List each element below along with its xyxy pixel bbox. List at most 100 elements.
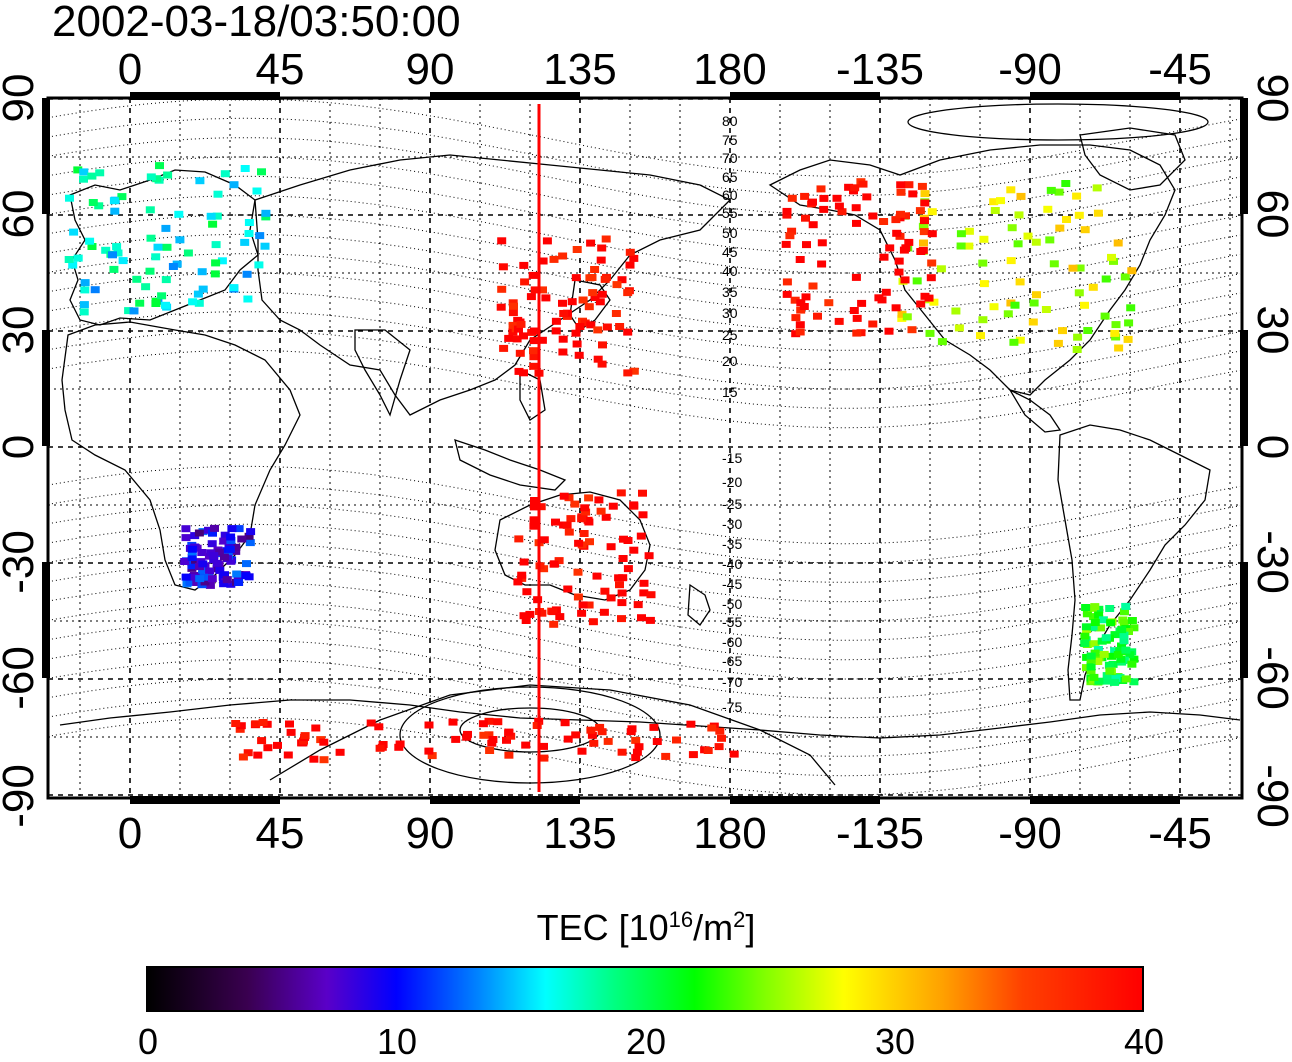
- tec-cell: [198, 560, 208, 568]
- mlat-label: -20: [722, 474, 742, 490]
- tec-cell: [979, 235, 989, 243]
- tec-cell: [1015, 278, 1025, 286]
- tec-cell: [1124, 628, 1133, 635]
- tec-cell: [181, 525, 191, 533]
- tec-cell: [549, 560, 559, 568]
- tec-cell: [311, 724, 321, 732]
- tec-cell: [631, 754, 641, 762]
- tec-cell: [612, 281, 622, 289]
- tec-cell: [868, 320, 878, 328]
- tec-cell: [217, 257, 227, 265]
- mlat-label: -25: [722, 496, 742, 512]
- tec-cell: [174, 210, 184, 218]
- tec-cell: [497, 237, 507, 245]
- tec-cell: [644, 552, 654, 560]
- tec-cell: [1111, 675, 1121, 683]
- tec-cell: [151, 300, 161, 307]
- tec-cell: [319, 738, 329, 746]
- mlat-label: -35: [722, 536, 742, 552]
- tec-cell: [529, 347, 538, 355]
- mlat-label: -55: [722, 614, 742, 630]
- tec-cell: [129, 307, 139, 315]
- tec-cell: [1086, 656, 1096, 664]
- tec-cell: [109, 265, 119, 273]
- tec-cell: [94, 202, 104, 210]
- tec-cell: [976, 332, 985, 340]
- tec-cell: [64, 256, 74, 263]
- tec-cell: [904, 238, 914, 246]
- tec-cell: [782, 207, 792, 215]
- tec-cell: [1046, 186, 1056, 194]
- axis-tick-labels: 0 45 90 135 180 -135 -90 -450 45 90 135 180 -135 -90-…: [0, 45, 1292, 858]
- tec-cell: [231, 543, 241, 551]
- tec-cell: [69, 228, 79, 236]
- tec-cell: [112, 243, 122, 251]
- tec-cell: [892, 229, 902, 237]
- lat-label-right: -30: [1248, 530, 1292, 594]
- mlat-label: -30: [722, 516, 742, 532]
- tec-cell: [549, 255, 559, 263]
- tec-cell: [108, 251, 117, 259]
- tec-cell: [611, 310, 621, 317]
- tec-cell: [920, 190, 930, 198]
- tec-cell: [530, 286, 540, 294]
- tec-cell: [558, 335, 568, 343]
- lat-label-right: 30: [1248, 306, 1292, 355]
- tec-cell: [485, 747, 495, 754]
- tec-cell: [996, 197, 1005, 205]
- tec-cell: [808, 282, 818, 290]
- tec-cell: [964, 242, 974, 250]
- tec-cell: [596, 507, 606, 515]
- lon-label-bottom: -135: [836, 809, 924, 858]
- tec-cell: [194, 529, 204, 537]
- tec-cell: [183, 249, 193, 257]
- colorbar-tick-label: 30: [874, 1021, 916, 1062]
- tec-cell: [551, 518, 560, 526]
- tec-cell: [917, 182, 927, 190]
- mlat-label: 25: [722, 327, 738, 343]
- tec-cell: [219, 537, 229, 545]
- tec-cell: [1089, 673, 1099, 681]
- tec-cell: [577, 515, 587, 523]
- tec-cell: [927, 208, 937, 216]
- tec-cell: [1006, 186, 1016, 194]
- tec-cell: [255, 232, 265, 240]
- mlat-label: 75: [722, 132, 738, 148]
- tec-cell: [884, 327, 894, 335]
- tec-cell: [513, 578, 523, 586]
- tec-cell: [594, 496, 604, 504]
- tec-cell: [782, 290, 792, 298]
- tec-cell: [606, 594, 616, 602]
- tec-cell: [240, 165, 250, 172]
- tec-cell: [1061, 180, 1071, 187]
- tec-cell: [927, 259, 937, 267]
- tec-cell: [555, 613, 565, 621]
- tec-cell: [954, 324, 964, 332]
- tec-cell: [597, 728, 607, 736]
- tec-cell: [598, 341, 607, 349]
- mlat-label: 40: [722, 263, 738, 279]
- tec-cell: [844, 183, 854, 191]
- tec-cell: [896, 181, 906, 189]
- lat-label-left: 90: [0, 74, 43, 123]
- lat-label-left: 0: [0, 435, 43, 459]
- tec-cell: [253, 751, 263, 759]
- tec-cell: [920, 199, 930, 207]
- tec-cell: [599, 608, 609, 616]
- tec-cell: [951, 307, 961, 315]
- tec-cell: [1081, 604, 1091, 611]
- tec-cell: [514, 367, 524, 375]
- tec-cell: [109, 197, 119, 205]
- tec-cell: [1110, 631, 1120, 639]
- tec-cell: [219, 553, 229, 561]
- tec-cell: [1074, 211, 1084, 219]
- tec-cell: [588, 618, 598, 626]
- mlat-label: -70: [722, 674, 742, 690]
- tec-cell: [1090, 603, 1100, 611]
- tec-cell: [904, 181, 914, 189]
- tec-cell: [200, 578, 210, 586]
- tec-cell: [226, 580, 236, 588]
- tec-cell: [566, 515, 576, 523]
- tec-cell: [80, 286, 90, 294]
- tec-cell: [180, 558, 190, 565]
